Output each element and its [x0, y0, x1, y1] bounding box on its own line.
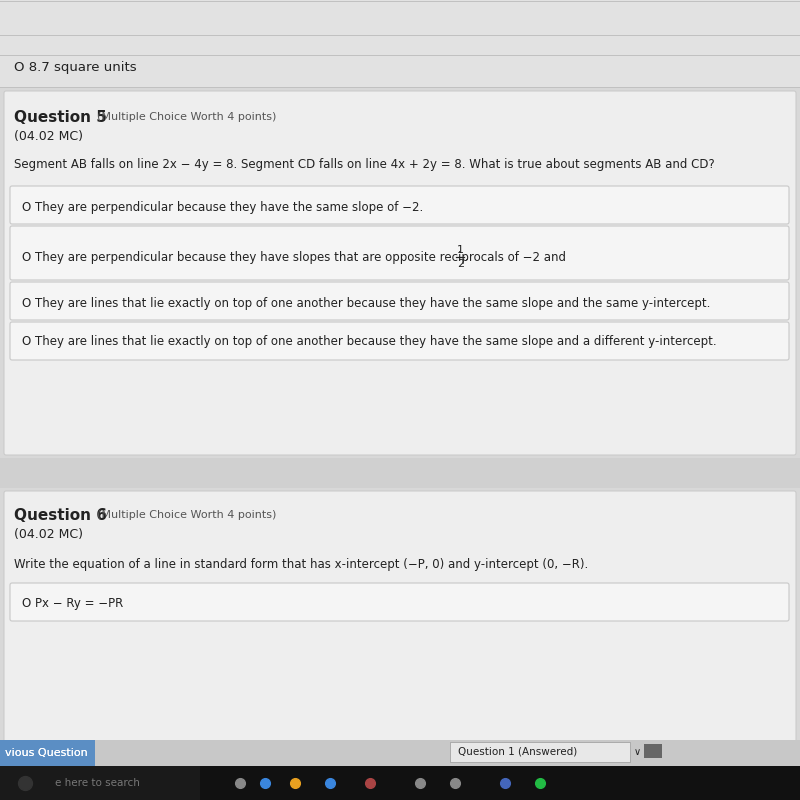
Bar — [0, 766, 200, 800]
Bar — [0, 740, 95, 766]
Text: O They are lines that lie exactly on top of one another because they have the sa: O They are lines that lie exactly on top… — [22, 297, 710, 310]
Text: Question 6: Question 6 — [14, 508, 107, 523]
Text: (04.02 MC): (04.02 MC) — [14, 528, 83, 541]
Bar — [644, 744, 662, 758]
Text: Segment AB falls on line 2x − 4y = 8. Segment CD falls on line 4x + 2y = 8. What: Segment AB falls on line 2x − 4y = 8. Se… — [14, 158, 714, 171]
Text: Write the equation of a line in standard form that has x-intercept (−P, 0) and y: Write the equation of a line in standard… — [14, 558, 588, 571]
Text: e here to search: e here to search — [55, 778, 140, 788]
FancyBboxPatch shape — [10, 322, 789, 360]
FancyBboxPatch shape — [4, 491, 796, 743]
Text: (Multiple Choice Worth 4 points): (Multiple Choice Worth 4 points) — [97, 112, 276, 122]
Text: Question 5: Question 5 — [14, 110, 107, 125]
Text: ∨: ∨ — [634, 747, 641, 757]
Bar — [0, 740, 800, 766]
Bar — [0, 0, 800, 88]
Bar — [0, 88, 800, 458]
Text: O Px − Ry = −PR: O Px − Ry = −PR — [22, 598, 123, 610]
Text: 2: 2 — [457, 259, 464, 269]
Text: Question 1 (Answered): Question 1 (Answered) — [458, 747, 578, 757]
Text: O They are lines that lie exactly on top of one another because they have the sa: O They are lines that lie exactly on top… — [22, 335, 717, 349]
Bar — [0, 766, 800, 800]
Text: 1: 1 — [457, 245, 464, 255]
Bar — [450, 742, 630, 762]
Bar — [0, 740, 95, 766]
Text: vious Question: vious Question — [5, 748, 88, 758]
Bar — [660, 766, 800, 800]
Text: vious Question: vious Question — [5, 748, 88, 758]
Text: O They are perpendicular because they have the same slope of −2.: O They are perpendicular because they ha… — [22, 202, 423, 214]
Text: (Multiple Choice Worth 4 points): (Multiple Choice Worth 4 points) — [97, 510, 276, 520]
Text: (04.02 MC): (04.02 MC) — [14, 130, 83, 143]
FancyBboxPatch shape — [4, 91, 796, 455]
FancyBboxPatch shape — [10, 186, 789, 224]
Text: .: . — [465, 250, 469, 263]
FancyBboxPatch shape — [10, 583, 789, 621]
FancyBboxPatch shape — [10, 282, 789, 320]
Bar — [0, 458, 800, 488]
Text: O 8.7 square units: O 8.7 square units — [14, 62, 137, 74]
FancyBboxPatch shape — [10, 226, 789, 280]
Text: O They are perpendicular because they have slopes that are opposite reciprocals : O They are perpendicular because they ha… — [22, 250, 570, 263]
Bar — [0, 488, 800, 743]
